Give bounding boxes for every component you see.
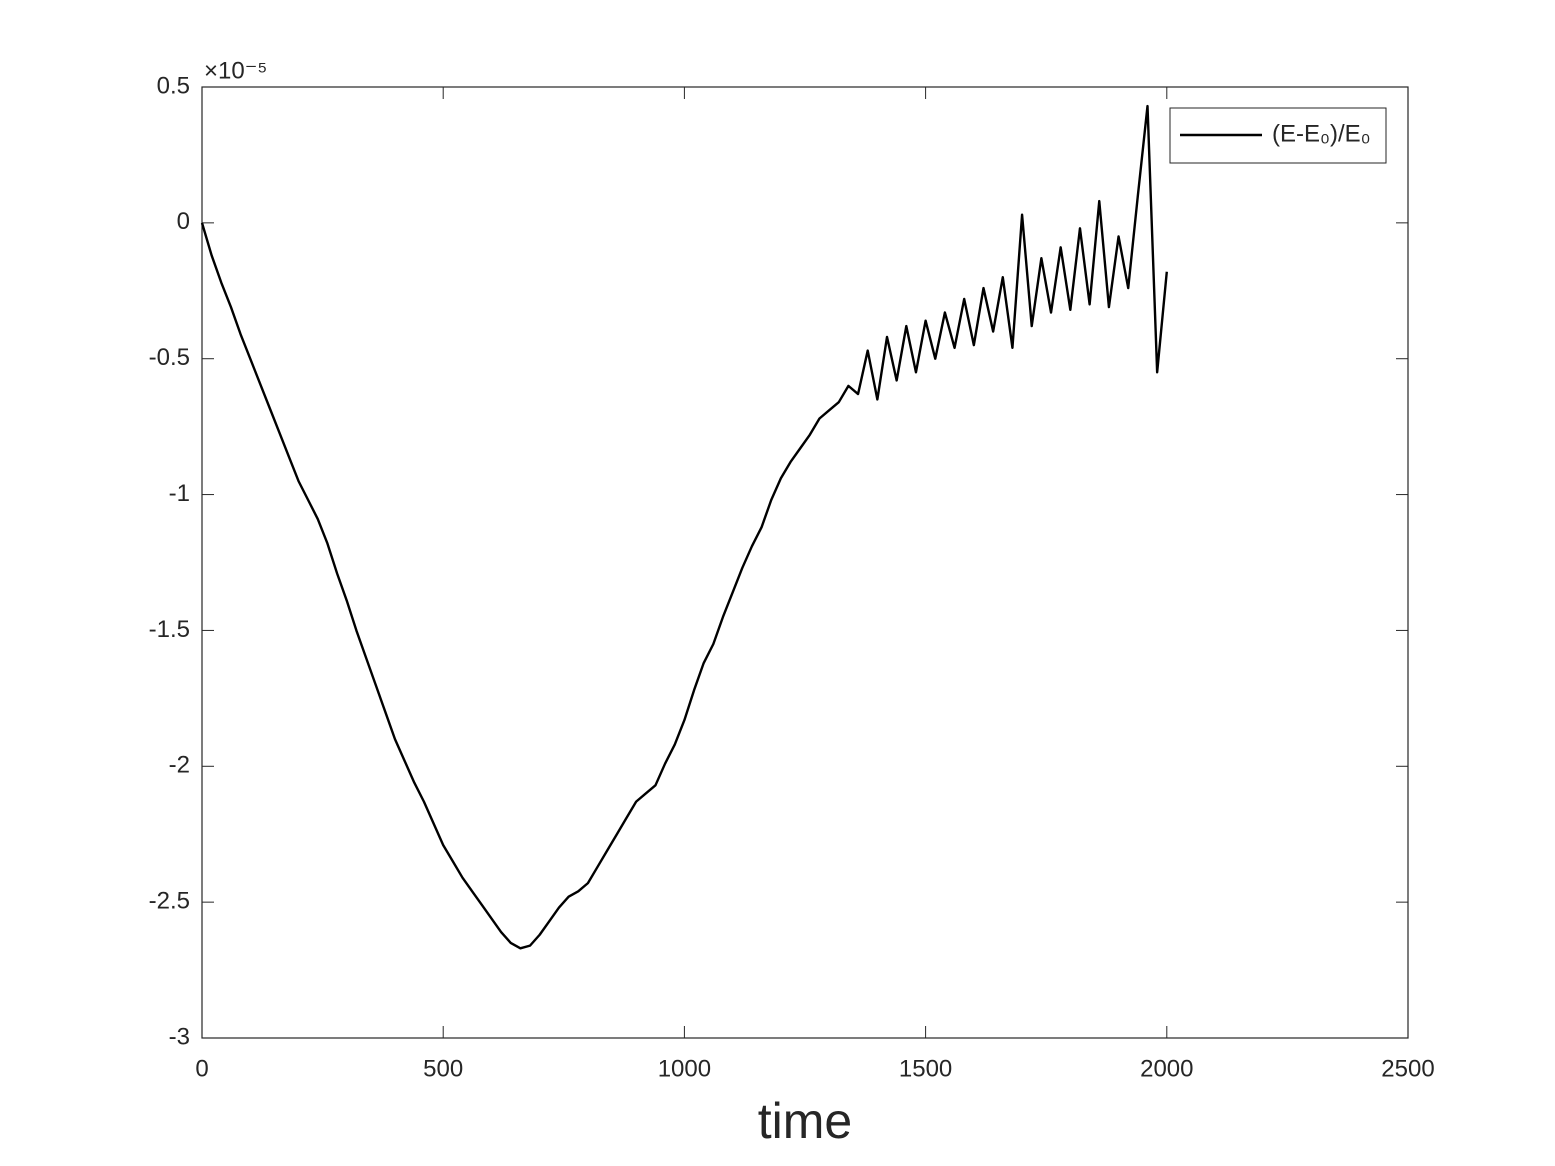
y-tick-label: -1 (169, 480, 190, 507)
y-tick-label: -1.5 (149, 616, 190, 643)
x-tick-label: 1000 (658, 1055, 711, 1082)
y-tick-label: -0.5 (149, 344, 190, 371)
y-tick-label: 0 (177, 208, 190, 235)
data-line (200, 104, 1168, 950)
x-tick-label: 500 (423, 1055, 463, 1082)
y-tick-label: 0.5 (157, 72, 190, 99)
y-tick-label: -2.5 (149, 887, 190, 914)
x-tick-label: 2000 (1140, 1055, 1193, 1082)
plot-area (201, 86, 1409, 1039)
x-axis-label: time (758, 1093, 852, 1149)
y-tick-label: -2 (169, 752, 190, 779)
x-tick-label: 0 (195, 1055, 208, 1082)
x-tick-label: 2500 (1381, 1055, 1434, 1082)
y-tick-label: -3 (169, 1023, 190, 1050)
axis-multiplier: ×10⁻⁵ (204, 57, 267, 84)
x-tick-label: 1500 (899, 1055, 952, 1082)
legend-label: (E-E₀)/E₀ (1272, 120, 1371, 147)
